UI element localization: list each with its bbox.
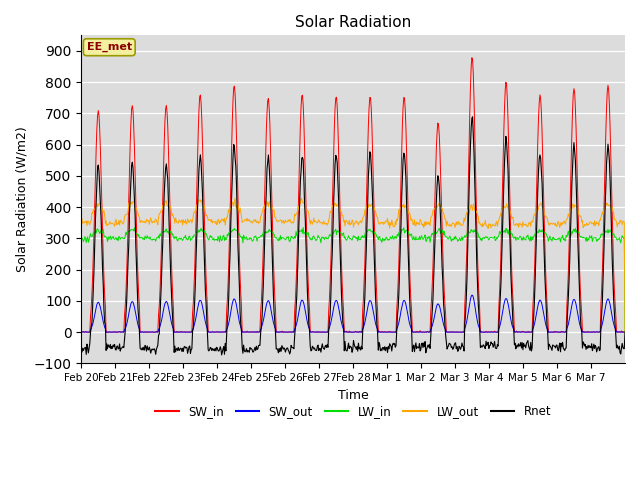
Rnet (269, 267, 276, 273)
Text: EE_met: EE_met (86, 42, 132, 52)
Rnet (289, 345, 297, 351)
Title: Solar Radiation: Solar Radiation (295, 15, 412, 30)
SW_out (409, 329, 417, 335)
Rnet (77, 345, 85, 350)
LW_out (289, 220, 297, 226)
X-axis label: Time: Time (338, 389, 369, 402)
SW_out (621, 329, 629, 335)
LW_in (300, 225, 307, 230)
SW_in (410, 329, 417, 335)
SW_out (268, 312, 276, 318)
Rnet (141, 343, 149, 348)
SW_out (77, 329, 85, 335)
Line: SW_out: SW_out (81, 295, 625, 332)
SW_in (289, 329, 297, 335)
SW_in (468, 55, 476, 60)
Rnet (440, 309, 448, 315)
SW_in (78, 329, 86, 335)
SW_out (289, 329, 296, 335)
Line: LW_out: LW_out (81, 198, 625, 332)
SW_in (621, 328, 629, 334)
Rnet (242, 348, 250, 354)
LW_out (410, 222, 417, 228)
Rnet (621, 329, 629, 335)
Line: Rnet: Rnet (81, 117, 625, 355)
Rnet (218, 352, 225, 358)
LW_in (289, 234, 296, 240)
SW_out (440, 322, 447, 327)
LW_out (269, 206, 276, 212)
LW_out (440, 212, 448, 218)
LW_in (621, 329, 629, 335)
LW_out (621, 329, 629, 335)
Y-axis label: Solar Radiation (W/m2): Solar Radiation (W/m2) (15, 127, 28, 272)
LW_in (268, 230, 276, 236)
LW_in (141, 233, 149, 239)
LW_out (242, 216, 250, 222)
LW_out (141, 220, 149, 226)
SW_in (242, 329, 250, 335)
SW_out (241, 329, 249, 335)
SW_out (141, 329, 149, 335)
SW_in (269, 231, 276, 237)
LW_in (440, 228, 448, 234)
Rnet (410, 342, 417, 348)
Line: LW_in: LW_in (81, 228, 625, 332)
SW_out (468, 292, 476, 298)
SW_in (440, 288, 448, 294)
SW_in (142, 329, 150, 335)
LW_in (241, 236, 249, 242)
Legend: SW_in, SW_out, LW_in, LW_out, Rnet: SW_in, SW_out, LW_in, LW_out, Rnet (150, 401, 556, 423)
LW_in (77, 235, 85, 240)
SW_in (77, 329, 85, 335)
LW_out (77, 219, 85, 225)
LW_out (231, 195, 239, 201)
LW_in (410, 234, 417, 240)
Rnet (468, 114, 476, 120)
Line: SW_in: SW_in (81, 58, 625, 332)
